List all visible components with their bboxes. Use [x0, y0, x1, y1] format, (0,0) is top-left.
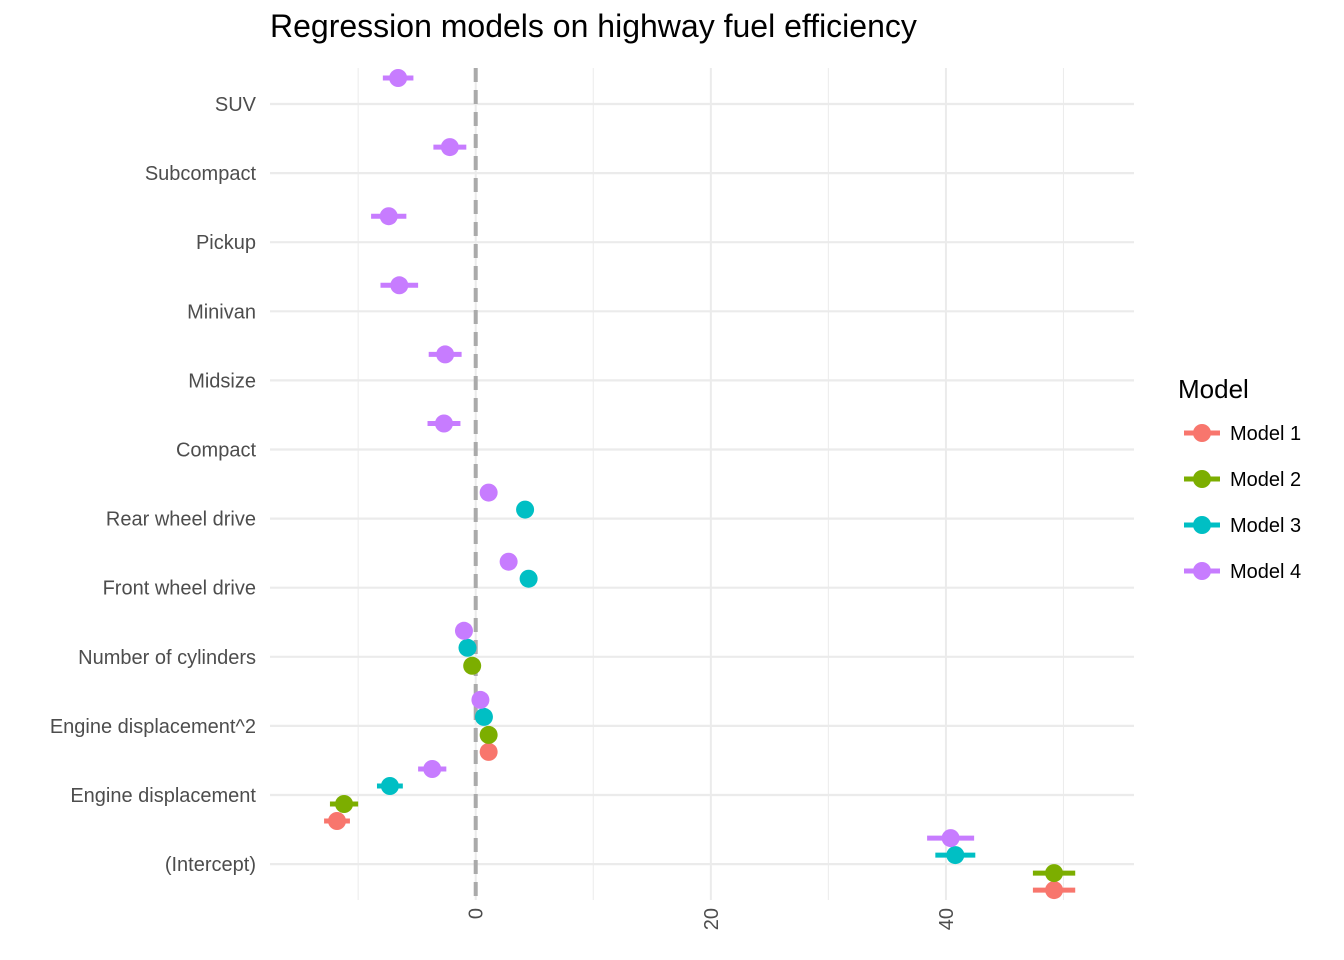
data-point	[328, 812, 347, 830]
data-point	[454, 621, 473, 640]
data-point	[471, 690, 490, 709]
y-tick-label: Front wheel drive	[103, 578, 256, 600]
x-tick-label: 0	[466, 908, 488, 919]
data-point	[941, 829, 960, 848]
chart-title: Regression models on highway fuel effici…	[270, 8, 917, 44]
y-tick-label: (Intercept)	[165, 854, 256, 876]
data-marks	[324, 69, 1076, 900]
y-axis-labels: (Intercept) Engine displacement Engine dis…	[50, 94, 257, 876]
y-tick-label: Number of cylinders	[78, 647, 256, 669]
y-tick-label: Pickup	[196, 232, 256, 254]
y-tick-label: Subcompact	[145, 163, 257, 185]
data-point	[499, 552, 518, 571]
x-axis-labels: 0 20 40	[466, 908, 958, 930]
y-tick-label: Engine displacement^2	[50, 716, 256, 738]
data-point	[434, 414, 453, 433]
data-point	[458, 638, 477, 657]
grid-lines	[270, 68, 1134, 900]
legend-key-point	[1193, 516, 1211, 534]
legend-label: Model 1	[1230, 423, 1301, 445]
data-point	[389, 69, 408, 87]
data-point	[479, 725, 498, 744]
data-point	[1045, 881, 1064, 900]
x-tick-label: 20	[701, 908, 723, 930]
legend-label: Model 3	[1230, 515, 1301, 537]
data-point	[423, 760, 442, 778]
legend-key-point	[1193, 562, 1211, 580]
y-tick-label: Compact	[176, 440, 256, 462]
data-point	[1045, 864, 1064, 883]
legend-label: Model 4	[1230, 561, 1301, 583]
legend: Model Model 1 Model 2 Model 3 Model 4	[1178, 374, 1301, 583]
x-tick-label: 40	[936, 908, 958, 930]
data-point	[519, 569, 538, 588]
y-tick-label: Rear wheel drive	[106, 509, 256, 531]
y-tick-label: Engine displacement	[70, 785, 256, 807]
data-point	[380, 777, 399, 795]
data-point	[335, 795, 354, 813]
y-tick-label: Midsize	[188, 370, 256, 392]
data-point	[436, 345, 455, 364]
data-point	[946, 846, 965, 865]
data-point	[516, 500, 535, 519]
legend-title: Model	[1178, 374, 1249, 404]
data-point	[379, 207, 398, 226]
legend-key-point	[1193, 424, 1211, 442]
data-point	[479, 742, 498, 761]
legend-key-point	[1193, 470, 1211, 488]
legend-label: Model 2	[1230, 469, 1301, 491]
y-tick-label: Minivan	[187, 301, 256, 323]
data-point	[474, 707, 493, 726]
data-point	[440, 138, 459, 157]
data-point	[390, 276, 409, 295]
data-point	[463, 656, 482, 675]
data-point	[479, 483, 498, 502]
y-tick-label: SUV	[215, 94, 257, 116]
